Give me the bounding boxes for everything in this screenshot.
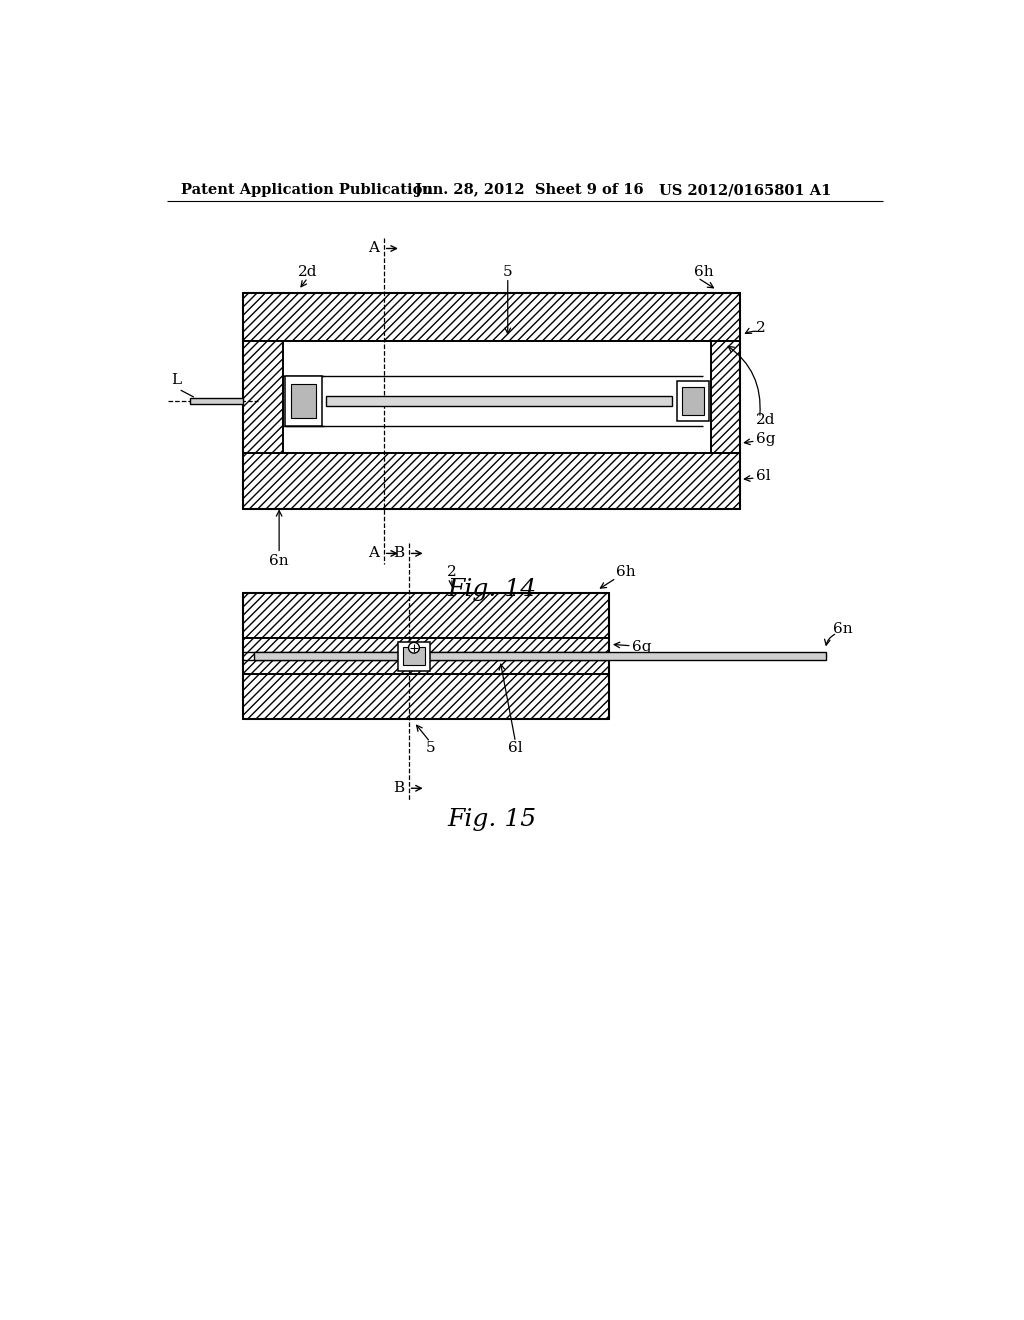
Text: 5: 5 xyxy=(425,742,435,755)
Text: 5: 5 xyxy=(503,264,513,279)
Bar xyxy=(397,642,430,671)
Text: 6n: 6n xyxy=(834,622,853,636)
Bar xyxy=(403,647,425,665)
Text: 2d: 2d xyxy=(756,413,775,428)
Bar xyxy=(243,638,608,675)
Text: B: B xyxy=(393,546,403,561)
Bar xyxy=(285,376,322,425)
Text: A: A xyxy=(368,242,379,256)
Bar xyxy=(190,397,243,404)
Bar xyxy=(254,652,825,660)
Text: L: L xyxy=(171,374,181,387)
Bar xyxy=(243,341,283,453)
Bar xyxy=(243,293,740,341)
Text: 6l: 6l xyxy=(508,742,523,755)
Bar xyxy=(682,387,703,414)
Text: Fig. 14: Fig. 14 xyxy=(447,578,537,601)
Text: 2: 2 xyxy=(447,565,457,579)
Text: 6h: 6h xyxy=(693,264,714,279)
Text: 6l: 6l xyxy=(756,470,770,483)
Bar xyxy=(711,341,740,453)
Text: Fig. 15: Fig. 15 xyxy=(447,808,537,830)
Bar xyxy=(677,381,710,421)
Text: A: A xyxy=(368,546,379,561)
Text: B: B xyxy=(393,781,403,795)
Text: 6n: 6n xyxy=(269,554,289,568)
Text: 6h: 6h xyxy=(616,565,636,579)
Text: 2d: 2d xyxy=(298,264,317,279)
Text: Jun. 28, 2012  Sheet 9 of 16: Jun. 28, 2012 Sheet 9 of 16 xyxy=(415,183,643,197)
Text: 6g: 6g xyxy=(756,433,775,446)
Text: Patent Application Publication: Patent Application Publication xyxy=(180,183,433,197)
Text: US 2012/0165801 A1: US 2012/0165801 A1 xyxy=(658,183,831,197)
Bar xyxy=(326,396,672,407)
Bar xyxy=(243,594,608,638)
Bar xyxy=(243,453,740,508)
Bar xyxy=(243,675,608,719)
Text: 2: 2 xyxy=(756,321,766,335)
Text: 6g: 6g xyxy=(632,640,651,655)
Bar xyxy=(291,384,315,418)
Circle shape xyxy=(409,643,420,653)
